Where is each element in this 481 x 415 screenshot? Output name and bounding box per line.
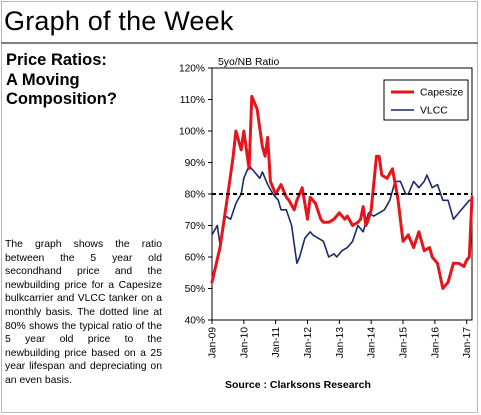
subtitle-line-3: Composition?: [6, 90, 117, 108]
subtitle-line-1: Price Ratios:: [6, 51, 107, 69]
y-tick-label: 60%: [185, 253, 205, 264]
x-tick-label: Jan-16: [430, 327, 441, 358]
series-line-vlcc: [211, 164, 473, 265]
legend-label-capesize: Capesize: [420, 88, 464, 99]
y-tick-label: 80%: [185, 190, 205, 201]
x-tick-label: Jan-12: [303, 327, 314, 358]
header-rule: [1, 42, 478, 44]
source-note: Source : Clarksons Research: [225, 379, 371, 391]
x-tick-label: Jan-13: [335, 327, 346, 358]
x-tick-label: Jan-10: [239, 327, 250, 358]
chart-description: The graph shows the ratio between the 5 …: [5, 239, 162, 386]
y-tick-label: 50%: [185, 284, 205, 295]
y-tick-label: 110%: [180, 95, 205, 106]
y-tick-label: 90%: [185, 158, 205, 169]
x-tick-label: Jan-09: [208, 327, 219, 358]
subtitle: Price Ratios: A Moving Composition?: [6, 51, 156, 110]
y-axis-title: 5yo/NB Ratio: [218, 57, 279, 68]
y-tick-label: 40%: [185, 316, 205, 327]
y-tick-label: 100%: [179, 127, 205, 138]
y-tick-label: 120%: [179, 64, 205, 75]
legend-box: [383, 79, 469, 121]
x-tick-label: Jan-11: [271, 327, 282, 358]
y-tick-label: 70%: [185, 221, 205, 232]
x-tick-label: Jan-15: [399, 327, 410, 358]
legend-label-vlcc: VLCC: [420, 106, 448, 117]
subtitle-line-2: A Moving: [6, 70, 80, 89]
header-title: Graph of the Week: [4, 6, 234, 36]
x-tick-label: Jan-17: [462, 327, 473, 358]
series-line-capesize: [210, 94, 474, 290]
x-tick-label: Jan-14: [367, 327, 378, 358]
